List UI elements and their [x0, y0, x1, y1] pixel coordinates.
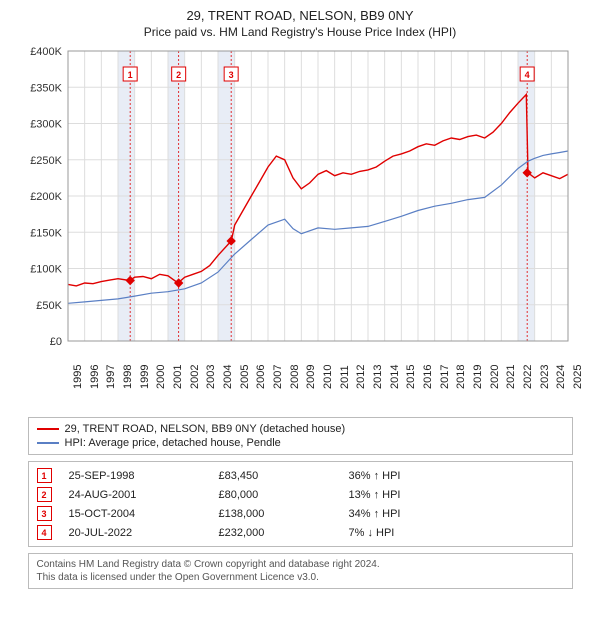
x-axis-year: 2000	[155, 365, 167, 389]
x-axis-year: 1999	[139, 365, 151, 389]
x-axis-year: 2004	[222, 365, 234, 389]
sale-marker-icon: 4	[37, 525, 52, 540]
x-axis-year: 2006	[255, 365, 267, 389]
x-axis-year: 2023	[539, 365, 551, 389]
page-subtitle: Price paid vs. HM Land Registry's House …	[0, 23, 600, 45]
sales-row: 2 24-AUG-2001£80,00013% ↑ HPI	[37, 485, 564, 504]
sale-date: 15-OCT-2004	[69, 508, 219, 520]
svg-text:4: 4	[525, 70, 530, 80]
sale-marker-icon: 1	[37, 468, 52, 483]
svg-text:£50K: £50K	[36, 300, 62, 312]
sale-vs-hpi: 13% ↑ HPI	[349, 489, 459, 501]
svg-text:£350K: £350K	[30, 82, 62, 94]
attribution-footer: Contains HM Land Registry data © Crown c…	[28, 553, 573, 589]
x-axis-year: 2014	[389, 365, 401, 389]
legend-label: HPI: Average price, detached house, Pend…	[65, 437, 281, 449]
x-axis-year: 1997	[105, 365, 117, 389]
sale-date: 24-AUG-2001	[69, 489, 219, 501]
sale-date: 25-SEP-1998	[69, 470, 219, 482]
svg-text:1: 1	[128, 70, 133, 80]
x-axis-year: 1998	[122, 365, 134, 389]
footer-line: Contains HM Land Registry data © Crown c…	[37, 558, 564, 571]
x-axis-year: 2003	[205, 365, 217, 389]
sales-row: 1 25-SEP-1998£83,45036% ↑ HPI	[37, 466, 564, 485]
x-axis-year: 2021	[505, 365, 517, 389]
svg-text:£250K: £250K	[30, 155, 62, 167]
x-axis-year: 2020	[489, 365, 501, 389]
price-chart: £0 £50K £100K £150K £200K £250K £300K £350K £400…	[20, 45, 580, 385]
svg-text:£100K: £100K	[30, 264, 62, 276]
x-axis-year: 1996	[89, 365, 101, 389]
sales-row: 4 20-JUL-2022£232,0007% ↓ HPI	[37, 523, 564, 542]
sale-vs-hpi: 7% ↓ HPI	[349, 527, 459, 539]
svg-text:£200K: £200K	[30, 191, 62, 203]
legend-swatch	[37, 442, 59, 444]
sale-price: £232,000	[219, 527, 349, 539]
legend-row: 29, TRENT ROAD, NELSON, BB9 0NY (detache…	[37, 422, 564, 436]
footer-line: This data is licensed under the Open Gov…	[37, 571, 564, 584]
x-axis-year: 2019	[472, 365, 484, 389]
svg-text:2: 2	[176, 70, 181, 80]
x-axis-year: 2024	[555, 365, 567, 389]
x-axis-year: 1995	[72, 365, 84, 389]
x-axis-year: 2001	[172, 365, 184, 389]
x-axis-year: 2017	[439, 365, 451, 389]
legend-row: HPI: Average price, detached house, Pend…	[37, 436, 564, 450]
sales-table: 1 25-SEP-1998£83,45036% ↑ HPI 2 24-AUG-2001…	[28, 461, 573, 547]
chart-svg: £0 £50K £100K £150K £200K £250K £300K £350K £400…	[20, 45, 580, 385]
svg-text:3: 3	[229, 70, 234, 80]
sale-vs-hpi: 34% ↑ HPI	[349, 508, 459, 520]
svg-text:£150K: £150K	[30, 227, 62, 239]
legend-swatch	[37, 428, 59, 430]
x-axis-year: 2009	[305, 365, 317, 389]
svg-text:£0: £0	[50, 336, 62, 348]
x-axis-year: 2008	[289, 365, 301, 389]
x-axis-year: 2011	[339, 365, 351, 389]
x-axis-year: 2025	[572, 365, 584, 389]
sale-marker-icon: 3	[37, 506, 52, 521]
legend-label: 29, TRENT ROAD, NELSON, BB9 0NY (detache…	[65, 423, 346, 435]
sale-price: £83,450	[219, 470, 349, 482]
page-title: 29, TRENT ROAD, NELSON, BB9 0NY	[0, 0, 600, 23]
x-axis-year: 2022	[522, 365, 534, 389]
x-axis-year: 2015	[405, 365, 417, 389]
sale-price: £80,000	[219, 489, 349, 501]
x-axis-year: 2018	[455, 365, 467, 389]
sales-row: 3 15-OCT-2004£138,00034% ↑ HPI	[37, 504, 564, 523]
svg-text:£400K: £400K	[30, 46, 62, 58]
x-axis-year: 2016	[422, 365, 434, 389]
x-axis-year: 2005	[239, 365, 251, 389]
sale-price: £138,000	[219, 508, 349, 520]
x-axis-year: 2010	[322, 365, 334, 389]
x-axis-year: 2013	[372, 365, 384, 389]
chart-legend: 29, TRENT ROAD, NELSON, BB9 0NY (detache…	[28, 417, 573, 455]
sale-marker-icon: 2	[37, 487, 52, 502]
sale-vs-hpi: 36% ↑ HPI	[349, 470, 459, 482]
sale-date: 20-JUL-2022	[69, 527, 219, 539]
x-axis-year: 2007	[272, 365, 284, 389]
x-axis-year: 2012	[355, 365, 367, 389]
svg-text:£300K: £300K	[30, 119, 62, 131]
x-axis-year: 2002	[189, 365, 201, 389]
